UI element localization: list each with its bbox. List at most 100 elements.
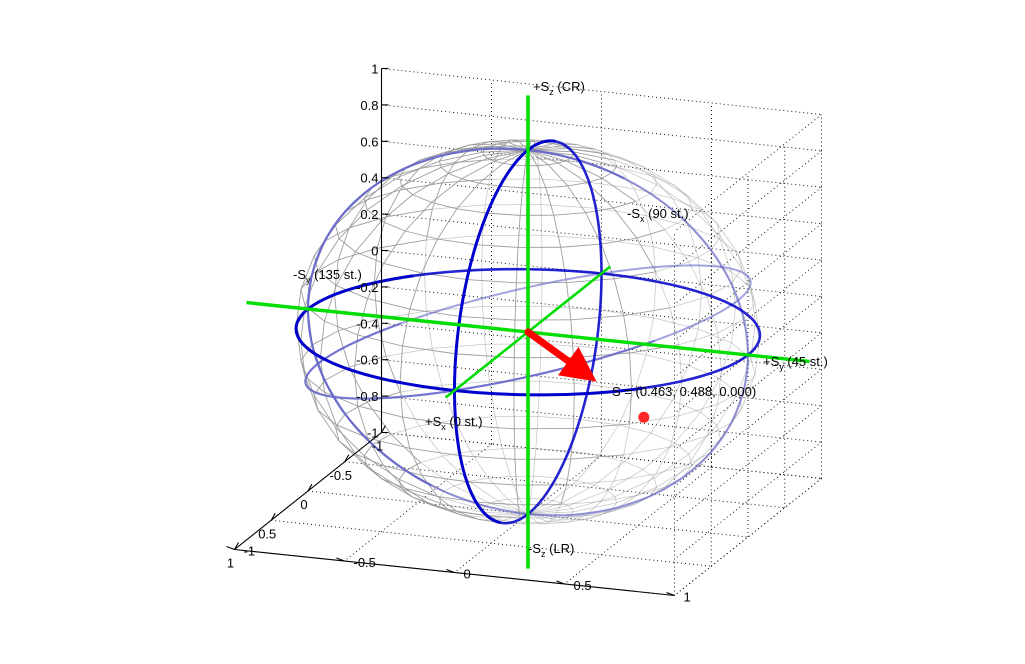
mesh-segment	[688, 196, 718, 224]
mesh-segment	[731, 306, 736, 343]
mesh-segment	[456, 510, 480, 520]
mesh-segment	[576, 144, 600, 153]
ticklabel-x: 1	[227, 556, 234, 571]
mesh-segment	[664, 463, 690, 488]
mesh-segment	[363, 444, 373, 456]
mesh-segment	[595, 207, 647, 217]
mesh-segment	[691, 208, 721, 238]
mesh-segment	[537, 164, 549, 167]
mesh-segment	[629, 352, 633, 390]
mesh-segment	[412, 194, 432, 203]
great-circles	[294, 139, 762, 525]
mesh-segment	[399, 160, 440, 178]
mesh-segment	[431, 182, 443, 210]
mesh-segment	[560, 243, 602, 248]
mesh-segment	[383, 465, 406, 489]
mesh-segment	[425, 209, 433, 241]
gridline-wall-y	[674, 441, 822, 560]
svg-text:-Sz (LR): -Sz (LR)	[528, 541, 574, 559]
mesh-segment	[338, 440, 368, 468]
mesh-segment	[568, 490, 608, 506]
mesh-segment	[585, 212, 602, 245]
ticklabel-y: 0.5	[574, 578, 592, 593]
mesh-segment	[461, 160, 495, 180]
mesh-segment	[349, 216, 387, 229]
mesh-segment	[570, 315, 624, 321]
mesh-segment	[469, 143, 499, 146]
mesh-segment	[513, 320, 516, 358]
mesh-segment	[530, 497, 543, 500]
mesh-segment	[453, 145, 491, 151]
mesh-segment	[585, 207, 614, 214]
mesh-segment	[456, 208, 488, 214]
mesh-segment	[716, 425, 721, 440]
mesh-segment	[719, 342, 732, 379]
mesh-segment	[338, 247, 378, 261]
great-circle-segment	[500, 140, 603, 525]
mesh-segment	[426, 310, 433, 349]
mesh-segment	[380, 194, 413, 222]
mesh-segment	[542, 498, 554, 502]
ticklabel-z: 0.6	[360, 134, 378, 149]
mesh-segment	[494, 513, 529, 519]
mesh-segment	[568, 148, 608, 155]
mesh-segment	[470, 451, 489, 479]
mesh-segment	[514, 459, 517, 486]
mesh-segment	[431, 504, 462, 516]
mesh-segment	[545, 187, 555, 216]
mesh-segment	[614, 159, 655, 176]
mesh-segment	[366, 176, 392, 201]
mesh-segment	[390, 433, 421, 463]
great-circle-segment	[453, 139, 556, 391]
mesh-segment	[501, 448, 511, 477]
mesh-segment	[312, 259, 339, 275]
mesh-segment	[494, 416, 503, 449]
mesh-segment	[338, 238, 356, 253]
mesh-segment	[437, 496, 458, 512]
state-point-dot	[638, 411, 650, 423]
mesh-segment	[432, 343, 486, 349]
great-circle-segment	[454, 386, 643, 397]
mesh-segment	[741, 374, 756, 409]
mesh-segment	[466, 481, 517, 486]
mesh-segment	[573, 394, 575, 429]
mesh-segment	[431, 348, 443, 386]
tick-x	[270, 512, 276, 521]
mesh-segment	[476, 244, 519, 248]
gridline-wall-x	[381, 286, 822, 334]
gridline-wall-y	[674, 114, 822, 232]
gridline-floor	[674, 478, 822, 596]
mesh-segment	[366, 401, 392, 435]
mesh-segment	[643, 469, 655, 479]
mesh-segment	[678, 332, 718, 346]
mesh-segment	[645, 317, 654, 356]
mesh-segment	[743, 374, 756, 391]
mesh-segment	[426, 306, 483, 312]
mesh-segment	[377, 239, 427, 249]
mesh-segment	[541, 305, 601, 311]
mesh-segment	[629, 389, 633, 425]
mesh-segment	[324, 391, 358, 407]
mesh-segment	[646, 215, 689, 227]
mesh-segment	[634, 390, 673, 401]
label-positive-sx: +Sx (0 st.)	[425, 414, 483, 432]
mesh-segment	[363, 198, 368, 211]
mesh-segment	[572, 496, 616, 510]
mesh-segment	[664, 219, 684, 231]
mesh-segment	[424, 239, 427, 275]
gridline-floor	[381, 432, 822, 479]
mesh-segment	[688, 329, 699, 366]
gridline-wall-x	[381, 140, 822, 188]
mesh-segment	[373, 282, 378, 320]
gridline-floor	[454, 455, 602, 573]
mesh-segment	[678, 344, 683, 382]
mesh-segment	[385, 208, 433, 218]
mesh-segment	[317, 270, 337, 286]
mesh-segment	[383, 230, 406, 264]
mesh-segment	[487, 212, 521, 216]
mesh-segment	[624, 461, 644, 470]
mesh-segment	[344, 401, 368, 415]
mesh-segment	[490, 500, 499, 504]
mesh-segment	[357, 298, 369, 336]
